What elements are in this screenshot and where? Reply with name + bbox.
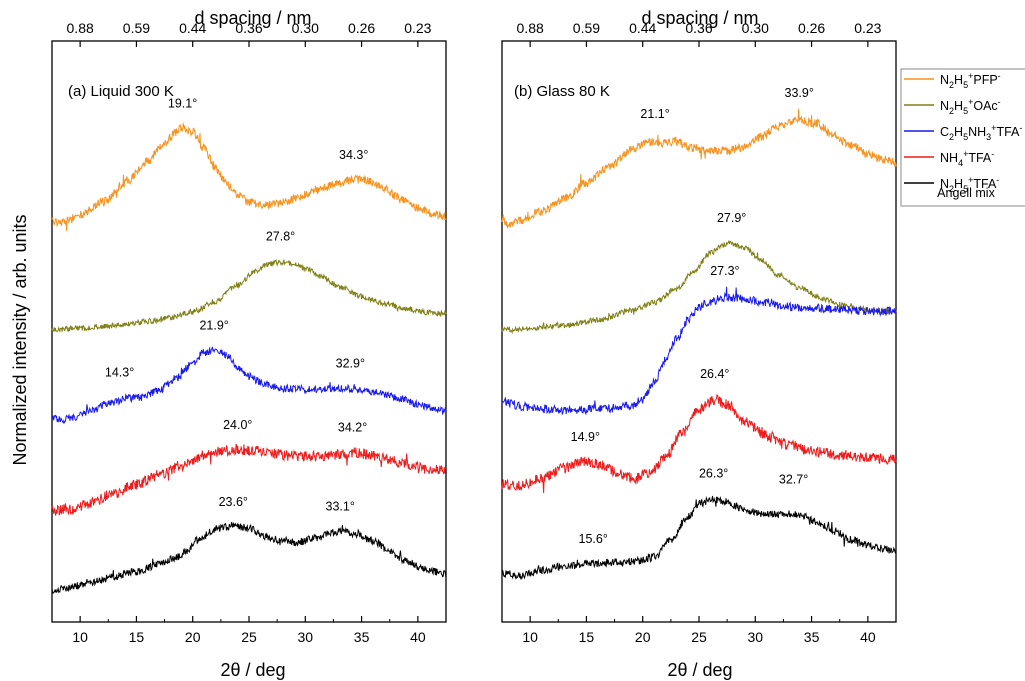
peak-label: 26.3° (699, 466, 728, 480)
series-line (501, 286, 897, 416)
peak-label: 24.0° (223, 418, 252, 432)
top-tick-label: 0.30 (742, 20, 769, 36)
x-tick-label: 25 (241, 629, 257, 645)
legend-label: C2H5NH3+TFA- (940, 123, 1022, 142)
bottom-axis-title-a: 2θ / deg (220, 660, 285, 680)
legend-label: N2H5+OAc- (940, 97, 1001, 116)
top-tick-label: 0.88 (67, 20, 94, 36)
top-tick-label: 0.59 (573, 20, 600, 36)
legend-label: NH4+TFA- (940, 149, 994, 168)
plot-frame (51, 40, 447, 623)
peak-label: 23.6° (219, 495, 248, 509)
series-line (501, 394, 897, 494)
series-line (51, 522, 447, 594)
series-line (51, 346, 447, 424)
peak-label: 14.3° (105, 366, 134, 380)
peak-label: 32.7° (779, 472, 808, 486)
legend-label: N2H5+PFP- (940, 71, 1001, 90)
peak-label: 21.1° (640, 107, 669, 121)
legend-label: N2H5+TFA- (940, 175, 999, 194)
series-line (501, 239, 897, 335)
legend-note: Angell mix (937, 186, 995, 200)
bottom-axis-title-b: 2θ / deg (667, 660, 732, 680)
peak-label: 32.9° (336, 357, 365, 371)
x-tick-label: 20 (185, 629, 201, 645)
x-tick-label: 35 (354, 629, 370, 645)
peak-label: 34.2° (338, 421, 367, 435)
y-axis-title: Normalized intensity / arb. units (10, 214, 30, 465)
x-tick-label: 30 (297, 629, 313, 645)
top-tick-label: 0.23 (854, 20, 881, 36)
top-tick-label: 0.30 (292, 20, 319, 36)
top-tick-label: 0.26 (798, 20, 825, 36)
peak-label: 27.9° (717, 211, 746, 225)
peak-label: 33.9° (785, 86, 814, 100)
series-line (51, 121, 447, 231)
peak-label: 34.3° (339, 148, 368, 162)
legend: Angell mix N2H5+PFP- N2H5+OAc- C2H5NH3+TFA… (900, 68, 1025, 207)
peak-label: 33.1° (326, 500, 355, 514)
top-tick-label: 0.36 (235, 20, 262, 36)
x-tick-label: 10 (522, 629, 538, 645)
peak-label: 21.9° (199, 318, 228, 332)
top-tick-label: 0.23 (404, 20, 431, 36)
series-line (51, 443, 447, 517)
peak-label: 27.3° (710, 264, 739, 278)
peak-label: 27.8° (266, 230, 295, 244)
x-tick-label: 40 (410, 629, 426, 645)
peak-label: 15.6° (579, 532, 608, 546)
x-tick-label: 35 (804, 629, 820, 645)
top-tick-label: 0.59 (123, 20, 150, 36)
top-tick-label: 0.36 (685, 20, 712, 36)
top-axis-title-a: d spacing / nm (194, 8, 311, 28)
x-tick-label: 25 (691, 629, 707, 645)
plot-frame (501, 40, 897, 623)
panel-b-glass: d spacing / nm 2θ / deg (b) Glass 80 K 1… (501, 8, 897, 680)
series-line (51, 258, 447, 334)
series-line (501, 495, 897, 580)
peak-label: 19.1° (168, 97, 197, 111)
panel-label-b: (b) Glass 80 K (514, 83, 610, 100)
x-tick-label: 15 (579, 629, 595, 645)
top-tick-label: 0.26 (348, 20, 375, 36)
x-tick-label: 10 (72, 629, 88, 645)
top-tick-label: 0.44 (179, 20, 206, 36)
x-tick-label: 20 (635, 629, 651, 645)
panel-label-a: (a) Liquid 300 K (68, 83, 174, 100)
peak-label: 14.9° (571, 430, 600, 444)
top-axis-title-b: d spacing / nm (641, 8, 758, 28)
top-tick-label: 0.44 (629, 20, 656, 36)
top-tick-label: 0.88 (517, 20, 544, 36)
peak-label: 26.4° (700, 367, 729, 381)
x-tick-label: 30 (747, 629, 763, 645)
series-line (501, 108, 897, 230)
x-tick-label: 40 (860, 629, 876, 645)
panel-a-liquid: d spacing / nm 2θ / deg (a) Liquid 300 K… (51, 8, 447, 680)
x-tick-label: 15 (129, 629, 145, 645)
